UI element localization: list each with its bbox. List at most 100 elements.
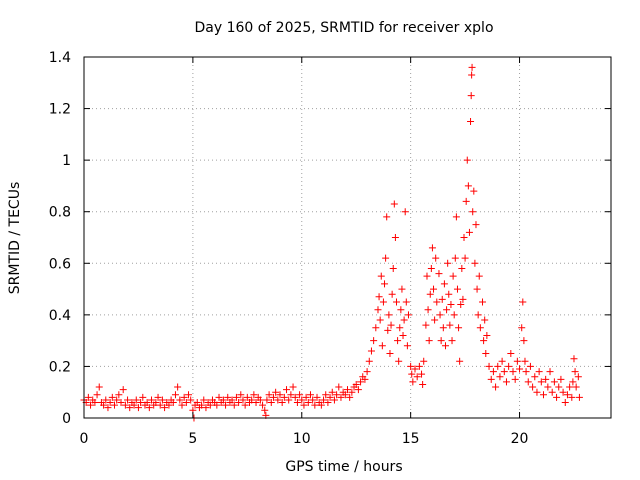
data-point [296,391,304,399]
data-point [370,337,378,345]
data-point [139,393,147,401]
data-point [498,357,506,365]
data-point [500,368,508,376]
data-point [326,393,334,401]
data-point [468,71,476,79]
data-point [529,383,537,391]
data-point [337,393,345,401]
data-point [374,306,382,314]
data-point [200,396,208,404]
data-point [379,298,387,306]
data-point [381,280,389,288]
data-point [169,399,177,407]
grid-lines [84,57,611,418]
data-point [193,399,201,407]
data-point [328,388,336,396]
data-point [492,383,500,391]
data-point [465,228,473,236]
data-point [574,373,582,381]
data-point [401,208,409,216]
data-point [389,264,397,272]
data-point [115,391,123,399]
data-point [467,117,475,125]
data-point [390,200,398,208]
data-point [447,301,455,309]
data-point [385,311,393,319]
data-point [542,375,550,383]
data-point [396,324,404,332]
data-point [463,156,471,164]
data-point [511,375,519,383]
y-tick-label: 0.6 [49,256,71,272]
data-point [134,404,142,412]
data-point [407,362,415,370]
data-point [104,404,112,412]
data-point [566,383,574,391]
data-point [84,393,92,401]
data-point [444,259,452,267]
data-point [563,391,571,399]
data-point [524,378,532,386]
data-point [152,399,160,407]
data-point [324,399,332,407]
data-point [137,399,145,407]
data-point [575,393,583,401]
data-point [278,399,286,407]
data-point [106,399,114,407]
data-point [252,399,260,407]
data-point [250,391,258,399]
data-point [263,396,271,404]
data-point [394,337,402,345]
data-point [561,399,569,407]
data-point [440,280,448,288]
data-point [572,383,580,391]
data-point [507,350,515,358]
data-point [439,324,447,332]
data-point [518,324,526,332]
data-point [481,316,489,324]
data-point [553,393,561,401]
data-point [375,293,383,301]
data-point [450,311,458,319]
data-point [548,388,556,396]
data-point [513,357,521,365]
data-point [352,380,360,388]
data-point [443,306,451,314]
data-point [320,396,328,404]
data-point [449,272,457,280]
data-point [424,306,432,314]
data-point [482,350,490,358]
data-point [361,375,369,383]
data-point [322,391,330,399]
data-point [451,254,459,262]
data-point [522,368,530,376]
data-point [473,285,481,293]
data-point [117,399,125,407]
data-point [154,393,162,401]
data-point [426,290,434,298]
data-point [436,311,444,319]
data-point [176,396,184,404]
data-point [87,401,95,409]
data-point [132,396,140,404]
data-point [357,378,365,386]
data-point [376,316,384,324]
data-point [306,391,314,399]
data-point [232,393,240,401]
data-point [130,401,138,409]
y-tick-label: 1.4 [49,50,71,66]
data-point [432,254,440,262]
data-point [387,321,395,329]
data-point [458,264,466,272]
data-point [372,324,380,332]
data-point [230,401,238,409]
data-point [476,324,484,332]
data-point [224,393,232,401]
data-point [178,401,186,409]
data-point [452,213,460,221]
data-point [291,393,299,401]
data-point [274,396,282,404]
data-point [474,311,482,319]
data-point [276,391,284,399]
